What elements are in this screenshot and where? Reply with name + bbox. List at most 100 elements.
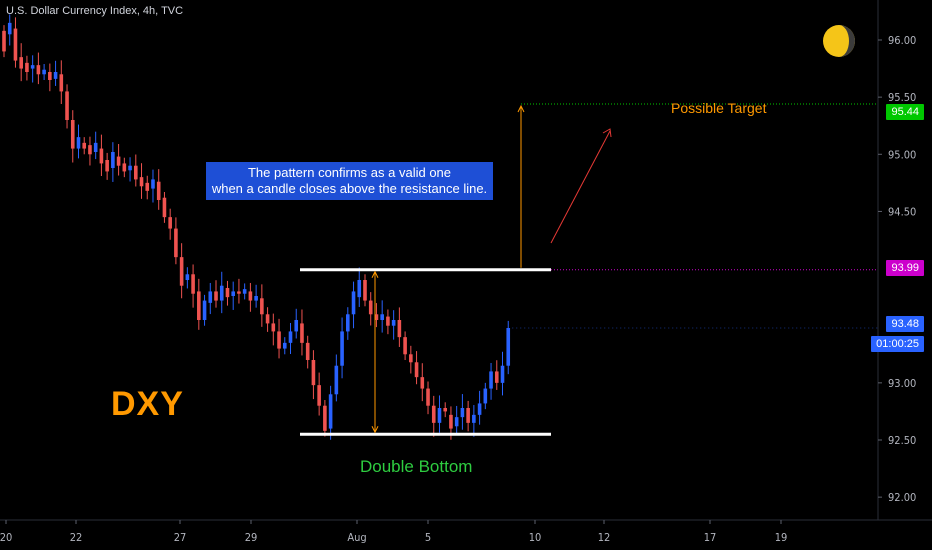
candle-down (116, 156, 121, 166)
candle-down (48, 72, 52, 80)
candle-up (288, 331, 293, 343)
candle-up (231, 291, 235, 296)
candle-up (334, 365, 339, 395)
candle-down (214, 291, 218, 301)
candle-up (42, 69, 46, 75)
price-tick-label: 94.50 (888, 205, 916, 218)
candle-down (300, 323, 304, 343)
candle-down (265, 314, 270, 324)
time-tick-label: 17 (704, 531, 717, 544)
candle-down (368, 300, 373, 315)
candle-up (391, 320, 396, 326)
price-tick-label: 95.50 (888, 91, 916, 104)
candle-up (30, 65, 35, 69)
resistance-price-tag: 93.99 (886, 260, 924, 276)
candle-down (317, 385, 321, 406)
candle-down (237, 291, 241, 294)
candle-down (197, 291, 201, 320)
pattern-height-arrow-up (371, 270, 379, 278)
candle-up (219, 285, 224, 301)
candle-down (36, 65, 41, 75)
candle-down (363, 280, 367, 301)
time-tick-label: 5 (425, 531, 431, 544)
last-price-tag: 93.48 (886, 316, 924, 332)
symbol-title: U.S. Dollar Currency Index, 4h, TVC (6, 5, 184, 17)
candle-down (248, 291, 253, 301)
candle-up (506, 328, 511, 366)
target-price-tag: 95.44 (886, 104, 924, 120)
pattern-note: The pattern confirms as a valid one when… (206, 162, 493, 200)
candle-down (139, 177, 144, 187)
candle-down (374, 314, 379, 320)
candle-up (380, 314, 384, 320)
candle-up (282, 342, 287, 349)
ticker-label: DXY (111, 385, 184, 423)
candle-down (397, 320, 402, 338)
price-tick-label: 92.00 (888, 491, 916, 504)
moon-icon[interactable] (822, 20, 856, 62)
candle-up (500, 365, 505, 383)
candle-down (105, 160, 109, 172)
possible-target-label: Possible Target (671, 100, 767, 116)
price-tick-label: 93.00 (888, 377, 916, 390)
candle-up (202, 300, 207, 320)
candle-down (168, 217, 172, 229)
candle-down (162, 197, 167, 218)
double-bottom-label: Double Bottom (360, 457, 473, 476)
candle-up (346, 314, 350, 332)
candle-down (466, 408, 470, 423)
candle-down (179, 257, 184, 286)
candle-down (277, 331, 281, 349)
time-tick-label: 20 (0, 531, 12, 544)
candle-down (122, 163, 127, 172)
time-tick-label: 19 (775, 531, 788, 544)
candle-up (185, 274, 190, 280)
candle-down (65, 91, 69, 120)
candle-up (208, 291, 213, 303)
candle-down (70, 120, 75, 149)
price-tick-label: 92.50 (888, 434, 916, 447)
price-tick-label: 95.00 (888, 148, 916, 161)
candle-down (19, 57, 23, 69)
candle-up (254, 296, 258, 301)
candle-up (357, 280, 362, 298)
candle-up (93, 142, 98, 152)
candle-down (403, 337, 407, 355)
candle-down (260, 298, 264, 315)
time-tick-label: 22 (70, 531, 83, 544)
time-tick-label: Aug (347, 531, 366, 544)
candle-up (340, 331, 344, 366)
candle-down (156, 181, 161, 200)
candle-up (328, 394, 333, 429)
candle-up (128, 165, 132, 171)
candle-down (13, 28, 18, 61)
candle-down (82, 142, 87, 149)
candle-down (174, 228, 178, 258)
candle-down (494, 371, 499, 383)
countdown-tag: 01:00:25 (871, 336, 924, 352)
candle-up (460, 408, 465, 418)
candle-down (431, 405, 436, 423)
candle-up (351, 291, 356, 315)
candle-down (59, 74, 64, 92)
candle-down (386, 316, 390, 326)
candle-down (443, 408, 448, 412)
candle-down (133, 165, 138, 180)
note-line-1: The pattern confirms as a valid one (247, 165, 452, 180)
candle-up (294, 320, 299, 332)
candle-up (472, 414, 476, 423)
time-tick-label: 29 (245, 531, 258, 544)
candle-down (426, 388, 430, 406)
candle-down (409, 354, 413, 363)
forecast-arrow-head (602, 128, 612, 138)
time-tick-label: 10 (529, 531, 542, 544)
candle-down (225, 288, 230, 298)
candle-up (477, 403, 482, 415)
candle-down (271, 323, 276, 332)
candle-up (454, 417, 459, 427)
note-line-2: when a candle closes above the resistanc… (211, 181, 488, 196)
candle-up (242, 289, 247, 294)
candle-down (449, 414, 453, 429)
candle-up (7, 22, 12, 35)
